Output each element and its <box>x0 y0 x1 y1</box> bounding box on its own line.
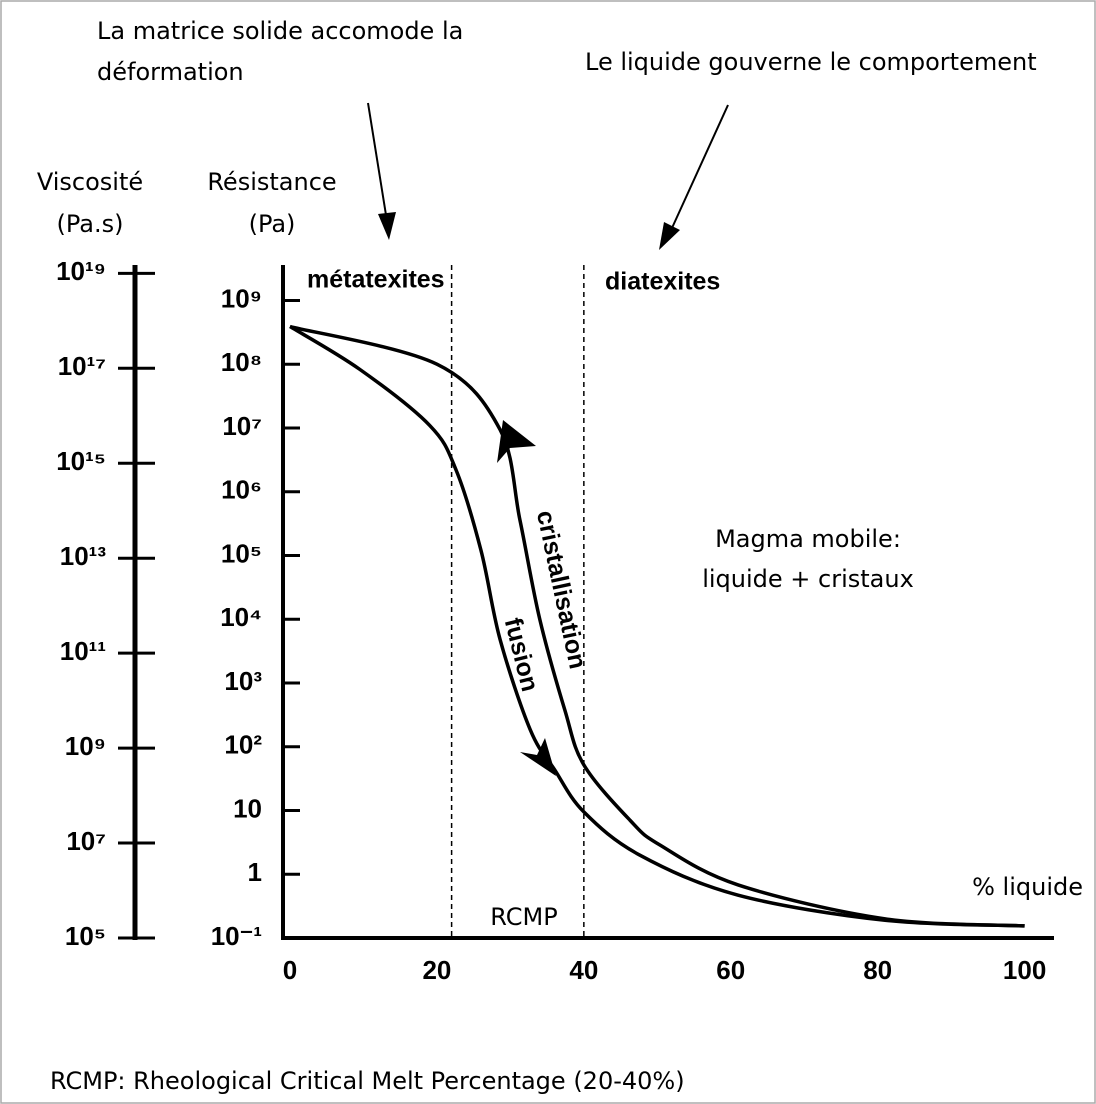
footnote: RCMP: Rheological Critical Melt Percenta… <box>50 1067 685 1095</box>
y2-tick-label: 10⁵ <box>65 921 106 951</box>
y2-tick-label: 10¹³ <box>60 541 107 571</box>
y2-label: (Pa.s) <box>57 210 124 238</box>
pointer-head <box>378 212 396 240</box>
annotation: Le liquide gouverne le comportement <box>585 48 1037 76</box>
y-tick-label: 10⁵ <box>221 538 262 568</box>
x-tick-label: 80 <box>863 955 892 985</box>
y-tick-label: 10⁷ <box>222 411 262 441</box>
x-tick-label: 60 <box>716 955 745 985</box>
region-label: diatexites <box>605 268 720 296</box>
title-line: La matrice solide accomode la <box>97 17 463 45</box>
x-tick-label: 100 <box>1003 955 1046 985</box>
y-tick-label: 1 <box>248 857 262 887</box>
y-tick-label: 10 <box>233 793 262 823</box>
y-label: (Pa) <box>249 210 296 238</box>
x-tick-label: 20 <box>422 955 451 985</box>
y-tick-label: 10⁶ <box>221 475 262 505</box>
annotation: liquide + cristaux <box>702 565 914 593</box>
arrow-head <box>497 420 536 463</box>
x-tick-label: 40 <box>569 955 598 985</box>
x-label: % liquide <box>972 873 1083 901</box>
annotation: RCMP <box>490 903 557 931</box>
curve <box>289 324 1025 928</box>
y-tick-label: 10⁴ <box>220 602 262 632</box>
y2-tick-label: 10⁹ <box>65 731 106 761</box>
y2-tick-label: 10⁷ <box>66 826 106 856</box>
title-line: déformation <box>97 58 244 86</box>
pointer <box>671 104 729 229</box>
pointer <box>367 102 387 216</box>
y-tick-label: 10⁸ <box>221 347 262 377</box>
curve <box>289 325 1025 928</box>
y2-tick-label: 10¹⁹ <box>56 256 106 286</box>
annotation: Magma mobile: <box>715 525 901 553</box>
x-tick-label: 0 <box>283 955 297 985</box>
y2-tick-label: 10¹⁵ <box>56 446 106 476</box>
pointer-head <box>659 222 680 250</box>
y2-tick-label: 10¹⁷ <box>58 351 106 381</box>
y-tick-label: 10⁹ <box>221 283 262 313</box>
y2-tick-label: 10¹¹ <box>60 636 106 666</box>
region-label: métatexites <box>307 266 445 294</box>
y-label: Résistance <box>207 168 336 196</box>
y-tick-label: 10³ <box>224 666 262 696</box>
y2-label: Viscosité <box>37 168 143 196</box>
y-tick-label: 10⁻¹ <box>211 921 262 951</box>
arrow-head <box>520 738 556 776</box>
y-tick-label: 10² <box>224 730 262 760</box>
